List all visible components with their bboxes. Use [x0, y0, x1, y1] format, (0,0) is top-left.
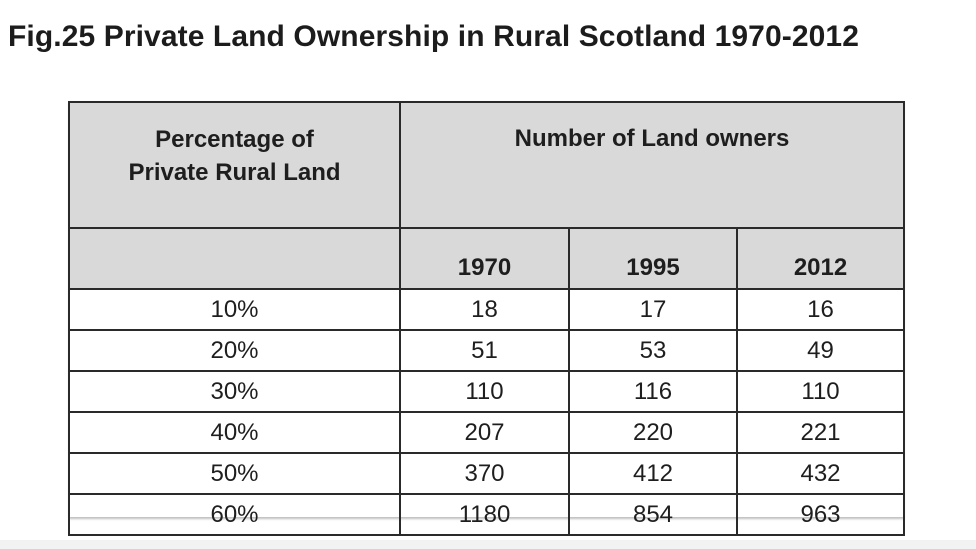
- table-row: 50% 370 412 432: [68, 452, 906, 495]
- row-header-line-1: Percentage of: [155, 126, 314, 153]
- cell-value: 16: [735, 288, 906, 331]
- empty-header-cell: [68, 227, 401, 290]
- cell-value: 1180: [399, 493, 570, 536]
- row-header-cell: Percentage of Private Rural Land: [68, 101, 401, 229]
- cell-value: 51: [399, 329, 570, 372]
- row-label: 20%: [68, 329, 401, 372]
- cell-value: 17: [568, 288, 738, 331]
- cell-value: 116: [568, 370, 738, 413]
- row-label: 50%: [68, 452, 401, 495]
- cell-value: 53: [568, 329, 738, 372]
- cell-value: 432: [735, 452, 906, 495]
- bottom-band: [0, 540, 976, 549]
- cell-value: 110: [735, 370, 906, 413]
- column-header-1995: 1995: [568, 227, 738, 290]
- land-ownership-table: Percentage of Private Rural Land Number …: [68, 101, 906, 536]
- cell-value: 110: [399, 370, 570, 413]
- column-header-1970: 1970: [399, 227, 570, 290]
- cell-value: 963: [735, 493, 906, 536]
- row-header-line-2: Private Rural Land: [128, 159, 341, 186]
- cell-value: 370: [399, 452, 570, 495]
- cell-value: 207: [399, 411, 570, 454]
- header-row-group: Percentage of Private Rural Land Number …: [68, 101, 906, 229]
- header-row-years: 1970 1995 2012: [68, 227, 906, 290]
- cell-value: 49: [735, 329, 906, 372]
- column-header-2012: 2012: [735, 227, 906, 290]
- cell-value: 412: [568, 452, 738, 495]
- row-label: 10%: [68, 288, 401, 331]
- cell-value: 18: [399, 288, 570, 331]
- row-label: 30%: [68, 370, 401, 413]
- table-row: 60% 1180 854 963: [68, 493, 906, 536]
- land-ownership-table-container: Percentage of Private Rural Land Number …: [68, 101, 906, 536]
- row-label: 60%: [68, 493, 401, 536]
- group-header-cell: Number of Land owners: [398, 101, 906, 229]
- cell-value: 221: [735, 411, 906, 454]
- table-row: 10% 18 17 16: [68, 288, 906, 331]
- cell-value: 854: [568, 493, 738, 536]
- figure-title: Fig.25 Private Land Ownership in Rural S…: [8, 20, 859, 53]
- table-row: 20% 51 53 49: [68, 329, 906, 372]
- cell-value: 220: [568, 411, 738, 454]
- table-row: 30% 110 116 110: [68, 370, 906, 413]
- row-label: 40%: [68, 411, 401, 454]
- table-row: 40% 207 220 221: [68, 411, 906, 454]
